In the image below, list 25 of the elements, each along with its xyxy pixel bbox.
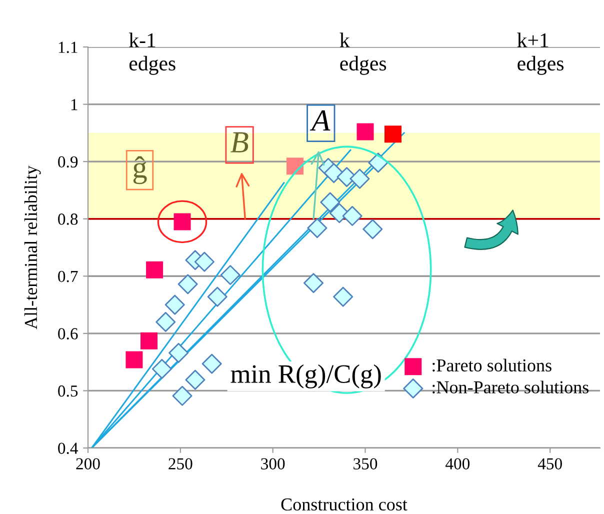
y-tick-label: 0.4: [58, 442, 78, 454]
y-tick-label: 0.5: [58, 385, 78, 397]
y-tick-label: 0.9: [58, 156, 78, 168]
legend-label: :Pareto solutions: [432, 358, 552, 372]
annotation: k+1 edges: [517, 32, 564, 75]
legend-label: :Non-Pareto solutions: [432, 380, 589, 394]
x-tick-label: 400: [446, 458, 470, 470]
annotation: min R(g)/C(g): [230, 364, 381, 388]
annotation: k edges: [340, 32, 386, 75]
annotation: k-1 edges: [129, 32, 176, 75]
annotation: B: [230, 132, 248, 152]
x-tick-label: 250: [168, 458, 192, 470]
y-tick-label: 1.1: [58, 42, 78, 54]
y-tick-label: 0.6: [58, 328, 78, 340]
annotation: ĝ: [133, 156, 147, 184]
y-tick-label: 1: [71, 99, 78, 110]
x-axis-title: Construction cost: [281, 498, 408, 511]
x-tick-label: 450: [538, 458, 562, 470]
y-tick-label: 0.8: [58, 214, 78, 225]
x-tick-label: 300: [261, 458, 285, 470]
y-tick-label: 0.7: [58, 270, 78, 282]
annotation: A: [310, 110, 330, 131]
y-axis-title: All-terminal reliability: [24, 166, 41, 330]
x-tick-label: 350: [354, 458, 378, 470]
x-tick-label: 200: [76, 458, 100, 470]
